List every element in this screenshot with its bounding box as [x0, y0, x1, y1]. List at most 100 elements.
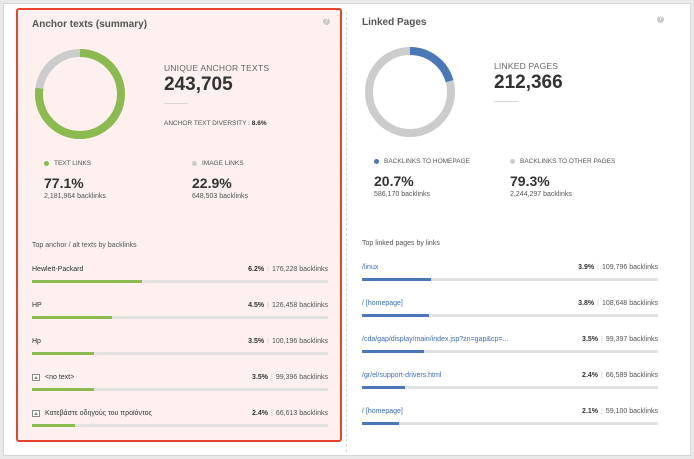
metric-value: 243,705	[164, 74, 233, 95]
anchor-text: <no text>	[45, 374, 75, 381]
progress-bar	[362, 314, 658, 317]
list-item: Hewlett-Packard 6.2% | 176,228 backlinks	[32, 266, 328, 288]
progress-bar	[32, 424, 328, 427]
metric-value: 212,366	[494, 72, 563, 93]
row-percent: 3.5%	[582, 336, 599, 343]
image-icon	[32, 374, 40, 381]
progress-bar	[32, 388, 328, 391]
list-item: / [homepage] 3.8% | 108,648 backlinks	[362, 300, 658, 322]
diversity-label: ANCHOR TEXT DIVERSITY :	[164, 120, 250, 127]
row-percent: 2.4%	[252, 410, 269, 417]
progress-fill	[362, 350, 425, 353]
stat-value: 22.9%	[192, 175, 232, 191]
stat-value: 20.7%	[374, 173, 414, 189]
stat-backlinks-other: BACKLINKS TO OTHER PAGES 79.3% 2,244,297…	[510, 158, 615, 198]
panel-title: Anchor texts (summary)	[32, 19, 148, 30]
anchor-diversity: ANCHOR TEXT DIVERSITY : 8.6%	[164, 120, 267, 127]
donut-segment-homepage	[365, 47, 455, 137]
anchor-donut-chart	[35, 49, 125, 139]
row-backlinks: 109,796 backlinks	[601, 264, 658, 271]
row-percent: 2.4%	[582, 372, 599, 379]
stat-text-links: TEXT LINKS 77.1% 2,181,964 backlinks	[44, 160, 106, 200]
progress-fill	[362, 314, 430, 317]
progress-fill	[362, 278, 432, 281]
progress-bar	[32, 352, 328, 355]
row-backlinks: 99,397 backlinks	[605, 336, 658, 343]
list-item: Hp 3.5% | 100,196 backlinks	[32, 338, 328, 360]
metric-label: UNIQUE ANCHOR TEXTS	[164, 63, 270, 73]
list-item: <no text> 3.5% | 99,396 backlinks	[32, 374, 328, 396]
row-backlinks: 176,228 backlinks	[271, 266, 328, 273]
question-icon[interactable]: ?	[657, 16, 664, 23]
stat-backlinks-homepage: BACKLINKS TO HOMEPAGE 20.7% 586,170 back…	[374, 158, 470, 198]
row-backlinks: 108,648 backlinks	[601, 300, 658, 307]
linked-pages-panel: Linked Pages ? LINKED PAGES 212,366 BACK…	[348, 8, 674, 442]
donut-segment-text-links	[35, 49, 125, 139]
progress-fill	[362, 386, 405, 389]
stat-value: 77.1%	[44, 175, 84, 191]
list-item: Κατεβάστε οδηγούς του προϊόντος 2.4% | 66,…	[32, 410, 328, 432]
image-icon	[32, 410, 40, 417]
anchor-text: Hewlett-Packard	[32, 266, 84, 273]
stat-label: TEXT LINKS	[54, 160, 92, 167]
progress-bar	[32, 280, 328, 283]
legend-dot	[44, 161, 49, 166]
anchor-text: Κατεβάστε οδηγούς του προϊόντος	[45, 410, 152, 417]
metric-label: LINKED PAGES	[494, 61, 559, 71]
list-item: HP 4.5% | 126,458 backlinks	[32, 302, 328, 324]
list-item: /linux 3.9% | 109,796 backlinks	[362, 264, 658, 286]
question-icon[interactable]: ?	[323, 18, 330, 25]
progress-fill	[362, 422, 400, 425]
stat-label: BACKLINKS TO OTHER PAGES	[520, 158, 616, 165]
list-item: / [homepage] 2.1% | 59,100 backlinks	[362, 408, 658, 430]
progress-bar	[362, 278, 658, 281]
anchor-text: HP	[32, 302, 42, 309]
page-link[interactable]: / [homepage]	[362, 300, 403, 307]
stat-value: 79.3%	[510, 173, 550, 189]
row-percent: 3.9%	[578, 264, 595, 271]
anchor-text: Hp	[32, 338, 41, 345]
stat-label: IMAGE LINKS	[202, 160, 244, 167]
legend-dot	[192, 161, 197, 166]
panel-divider	[346, 12, 347, 452]
panel-title: Linked Pages	[362, 17, 427, 28]
progress-bar	[362, 350, 658, 353]
progress-fill	[32, 388, 95, 391]
progress-bar	[32, 316, 328, 319]
stat-label: BACKLINKS TO HOMEPAGE	[384, 158, 470, 165]
row-backlinks: 99,396 backlinks	[275, 374, 328, 381]
anchor-texts-panel: Anchor texts (summary) ? UNIQUE ANCHOR T…	[16, 8, 342, 442]
stat-sub: 2,181,964 backlinks	[44, 193, 106, 200]
row-backlinks: 126,458 backlinks	[271, 302, 328, 309]
page-link[interactable]: /cda/gap/display/main/index.jsp?zn=gap&c…	[362, 336, 509, 343]
metric-divider	[164, 103, 188, 104]
stat-sub: 648,503 backlinks	[192, 193, 249, 200]
legend-dot	[374, 159, 379, 164]
progress-bar	[362, 422, 658, 425]
stat-image-links: IMAGE LINKS 22.9% 648,503 backlinks	[192, 160, 248, 200]
metric-divider	[494, 101, 518, 102]
list-item: /cda/gap/display/main/index.jsp?zn=gap&c…	[362, 336, 658, 358]
row-percent: 3.5%	[252, 374, 269, 381]
page-link[interactable]: /linux	[362, 264, 379, 271]
list-title: Top linked pages by links	[362, 240, 440, 247]
row-backlinks: 66,613 backlinks	[275, 410, 328, 417]
progress-bar	[362, 386, 658, 389]
list-title: Top anchor / alt texts by backlinks	[32, 242, 137, 249]
row-percent: 4.5%	[248, 302, 265, 309]
page-link[interactable]: / [homepage]	[362, 408, 403, 415]
row-backlinks: 100,196 backlinks	[271, 338, 328, 345]
page-link[interactable]: /gr/el/support-drivers.html	[362, 372, 442, 379]
linked-pages-donut-chart	[365, 47, 455, 137]
progress-fill	[32, 424, 75, 427]
row-percent: 3.5%	[248, 338, 265, 345]
diversity-value: 8.6%	[251, 120, 267, 127]
list-item: /gr/el/support-drivers.html 2.4% | 66,589 …	[362, 372, 658, 394]
stat-sub: 586,170 backlinks	[374, 191, 431, 198]
row-percent: 6.2%	[248, 266, 265, 273]
progress-fill	[32, 316, 112, 319]
progress-fill	[32, 352, 95, 355]
stat-sub: 2,244,297 backlinks	[510, 191, 572, 198]
row-backlinks: 66,589 backlinks	[605, 372, 658, 379]
row-percent: 3.8%	[578, 300, 595, 307]
